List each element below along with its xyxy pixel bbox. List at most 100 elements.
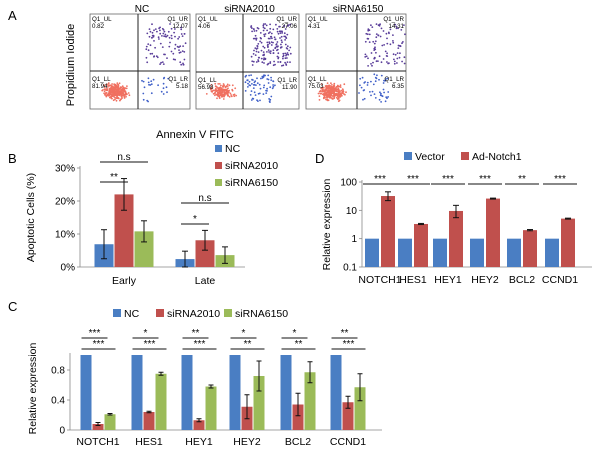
flow-dot <box>268 51 270 53</box>
flow-dot <box>269 27 272 30</box>
flow-dot <box>244 75 247 78</box>
flow-dot <box>283 25 286 28</box>
flow-dot <box>323 92 326 95</box>
flow-dot <box>217 83 220 85</box>
bar <box>507 238 521 267</box>
flow-dot <box>403 56 406 59</box>
flow-dot <box>285 64 288 66</box>
legend-swatch <box>156 309 164 317</box>
x-tick-label: NOTCH1 <box>358 274 401 286</box>
flow-dot <box>255 61 258 63</box>
flow-dot <box>153 29 155 32</box>
flow-dot <box>275 45 278 48</box>
flow-plot-frame <box>305 13 407 110</box>
flow-dot <box>379 91 381 94</box>
flow-dot <box>162 93 165 95</box>
flow-dot <box>330 90 332 93</box>
flow-dot <box>228 95 231 98</box>
flow-dot <box>264 58 267 61</box>
flow-dot <box>399 45 402 48</box>
flow-dot <box>333 82 336 85</box>
flow-dot <box>396 52 399 54</box>
flow-dot <box>397 47 400 49</box>
flow-dot <box>257 92 260 95</box>
flow-dot <box>114 91 117 94</box>
flow-dot <box>106 84 108 86</box>
quadrant-lr-label: Q1_LR <box>168 76 188 83</box>
flow-dot <box>162 77 165 80</box>
flow-dot <box>276 30 279 33</box>
flow-dot <box>142 98 145 101</box>
flow-dot <box>366 81 369 84</box>
flow-dot <box>377 34 380 37</box>
quadrant-ur-label: Q1_UR <box>167 16 188 23</box>
flow-dot <box>285 36 287 39</box>
flow-dot <box>282 55 284 58</box>
flow-dot <box>127 92 130 94</box>
flow-dot <box>255 37 258 40</box>
flow-dot <box>336 94 338 97</box>
flow-dot <box>343 83 346 86</box>
flow-dot <box>372 40 375 43</box>
flow-dot <box>114 83 117 86</box>
flow-dot <box>256 82 259 85</box>
flow-dot <box>386 77 389 80</box>
legend-swatch <box>461 152 469 160</box>
flow-dot <box>333 94 336 97</box>
flow-dot <box>116 82 119 84</box>
flow-dot <box>210 86 213 89</box>
flow-dot <box>380 61 383 64</box>
flow-dot <box>159 32 162 35</box>
flow-dot <box>375 33 378 35</box>
flow-dots <box>101 23 187 103</box>
flow-dot <box>264 33 267 35</box>
flow-dot <box>149 30 152 33</box>
flow-dot <box>106 87 109 89</box>
flow-dot <box>118 92 121 94</box>
flow-dot <box>387 96 389 98</box>
flow-dot <box>103 86 106 89</box>
flow-dot <box>381 44 384 47</box>
flow-dot <box>334 92 337 95</box>
flow-dot <box>287 53 290 56</box>
flow-dot <box>332 96 334 98</box>
flow-dot <box>250 99 253 101</box>
flow-dot <box>267 32 270 35</box>
flow-dot <box>375 77 378 80</box>
flow-dot <box>368 41 371 43</box>
flow-dot <box>146 61 149 64</box>
flow-dot <box>145 56 148 59</box>
flow-dot <box>210 84 213 86</box>
flow-dot <box>147 100 150 103</box>
flow-dot <box>289 46 292 49</box>
flow-dot <box>147 81 150 84</box>
flow-dot <box>280 35 283 38</box>
flow-dot <box>372 83 375 86</box>
flow-dot <box>183 33 186 35</box>
flow-dot <box>160 90 163 93</box>
flow-dot <box>262 86 265 89</box>
flow-dot <box>177 37 180 40</box>
flow-dot <box>335 86 338 88</box>
flow-dot <box>162 63 165 65</box>
legend-swatch <box>215 179 222 186</box>
quadrant-lr-label: Q1_LR <box>277 77 297 84</box>
flow-dot <box>323 96 326 99</box>
flow-dot <box>379 23 381 26</box>
flow-dot <box>152 78 155 81</box>
flow-dot <box>263 58 265 61</box>
flow-dot <box>146 32 149 35</box>
flow-dot <box>275 43 278 45</box>
flow-dot <box>284 52 287 55</box>
flow-dot <box>282 52 285 55</box>
flow-dot <box>336 90 338 92</box>
flow-dot <box>231 84 234 87</box>
flow-dot <box>122 88 124 90</box>
flow-dot <box>250 74 253 76</box>
flow-dot <box>227 94 230 97</box>
flow-dot <box>180 63 183 66</box>
flow-dot <box>262 54 264 57</box>
flow-dot <box>322 89 325 91</box>
flow-dot <box>386 37 388 40</box>
